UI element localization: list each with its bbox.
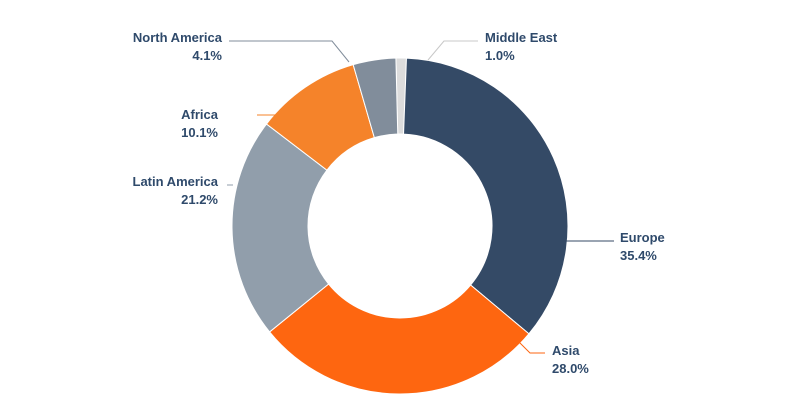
slice-label-value-middle-east: 1.0% (485, 48, 515, 63)
slice-north-america (352, 57, 399, 139)
slice-asia (268, 283, 530, 395)
label-group-europe: Europe 35.4% (566, 230, 665, 263)
slice-label-name-asia: Asia (552, 343, 580, 358)
slice-label-value-asia: 28.0% (552, 361, 589, 376)
leader-line-north-america (229, 40, 350, 63)
leader-line-middle-east (427, 40, 478, 61)
slice-latin-america (231, 123, 330, 333)
slice-label-name-north-america: North America (133, 30, 223, 45)
label-group-africa: Africa 10.1% (181, 107, 280, 140)
slice-label-name-africa: Africa (181, 107, 219, 122)
slice-label-value-latin-america: 21.2% (181, 192, 218, 207)
label-group-latin-america: Latin America 21.2% (133, 174, 233, 207)
donut-slices (231, 57, 569, 395)
slice-labels: Middle East 1.0% Europe 35.4% Asia 28.0%… (133, 30, 665, 376)
slice-label-name-latin-america: Latin America (133, 174, 219, 189)
slice-label-name-europe: Europe (620, 230, 665, 245)
label-group-asia: Asia 28.0% (517, 340, 589, 376)
slice-label-value-north-america: 4.1% (192, 48, 222, 63)
slice-label-value-africa: 10.1% (181, 125, 218, 140)
slice-label-name-middle-east: Middle East (485, 30, 558, 45)
leader-line-asia (517, 340, 545, 354)
label-group-middle-east: Middle East 1.0% (427, 30, 558, 63)
slice-label-value-europe: 35.4% (620, 248, 657, 263)
label-group-north-america: North America 4.1% (133, 30, 350, 63)
slice-europe (403, 57, 569, 335)
